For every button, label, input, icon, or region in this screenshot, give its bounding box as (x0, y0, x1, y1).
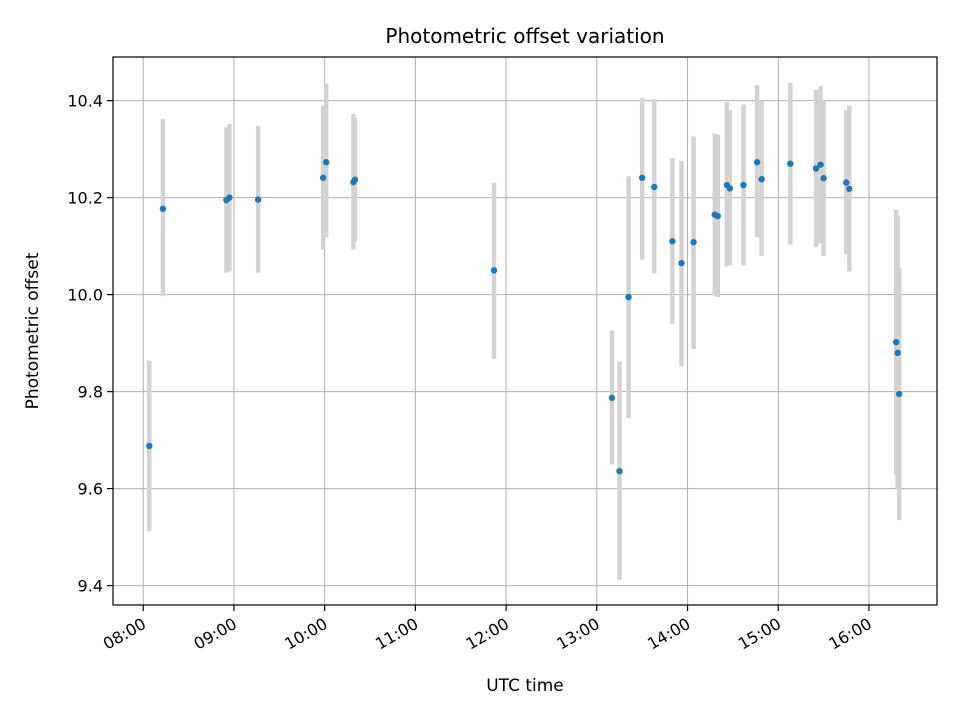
data-point (651, 183, 658, 191)
data-point (146, 442, 153, 450)
data-point (669, 238, 676, 245)
y-axis-ticks: 9.4 9.6 9.8 10.0 10.2 10.4 (67, 92, 113, 596)
data-point (351, 176, 359, 183)
data-point (608, 394, 616, 402)
y-tick-label: 9.8 (78, 383, 103, 402)
y-tick-label: 10.2 (67, 189, 103, 208)
data-point (753, 159, 761, 166)
data-point (726, 185, 734, 192)
y-tick-label: 9.6 (78, 480, 103, 499)
data-point (714, 212, 721, 220)
y-tick-label: 9.4 (78, 577, 103, 596)
data-point (740, 181, 747, 189)
y-axis-label: Photometric offset (23, 252, 43, 409)
y-tick-label: 10.0 (67, 286, 103, 305)
data-point (820, 175, 827, 182)
data-point (254, 196, 262, 203)
data-point (843, 179, 850, 186)
data-point (625, 293, 632, 301)
data-point (678, 259, 685, 267)
data-points (146, 159, 903, 475)
data-point (787, 160, 794, 167)
data-point (846, 185, 853, 193)
chart-title: Photometric offset variation (385, 24, 664, 48)
data-point (690, 239, 697, 246)
x-axis-label: UTC time (486, 676, 564, 696)
data-point (812, 165, 820, 172)
data-point (638, 174, 646, 181)
data-point (758, 176, 765, 183)
data-point (226, 194, 233, 201)
y-tick-label: 10.4 (67, 92, 103, 111)
data-point (817, 161, 824, 168)
data-point (896, 390, 903, 398)
data-point (319, 174, 327, 181)
data-point (490, 267, 498, 274)
data-point (159, 205, 167, 212)
data-point (322, 159, 330, 166)
data-point (892, 338, 900, 346)
data-point (894, 349, 901, 357)
data-point (616, 467, 623, 475)
plot-frame (112, 56, 938, 606)
